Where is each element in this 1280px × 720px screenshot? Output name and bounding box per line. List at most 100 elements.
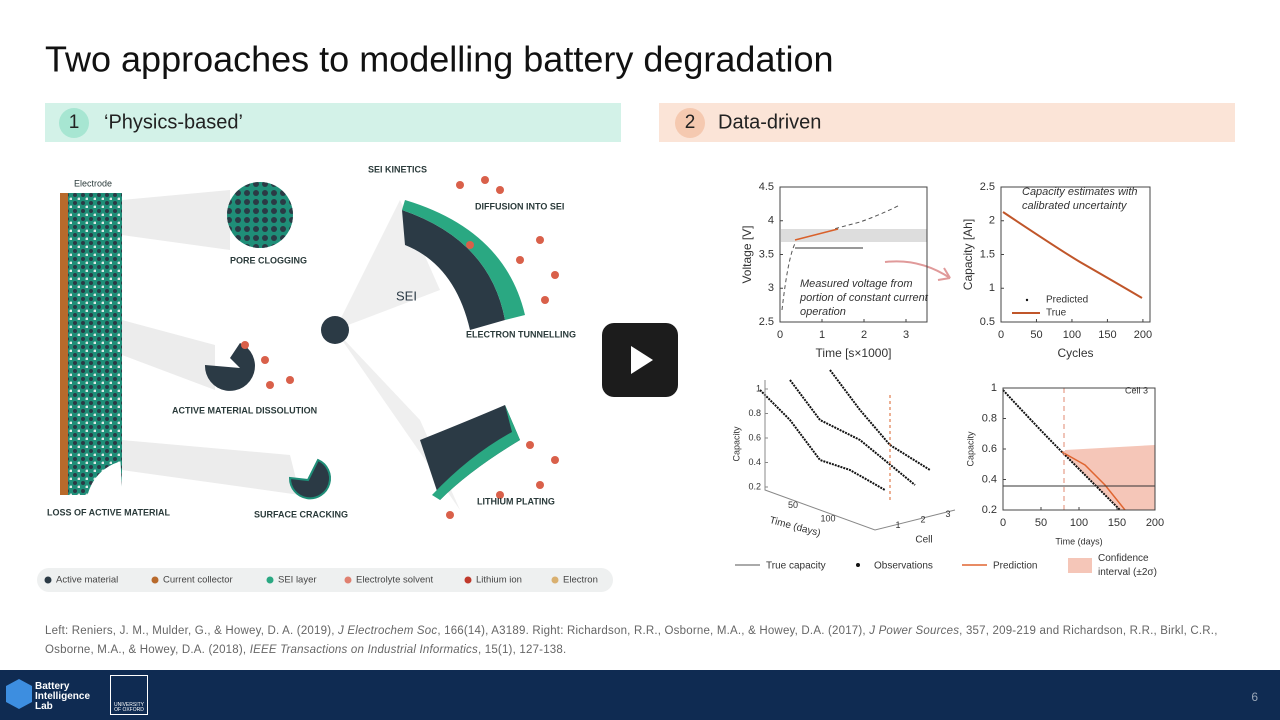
legend-label: SEI layer bbox=[278, 575, 317, 586]
y-axis-label: Voltage [V] bbox=[740, 225, 754, 283]
citation-part: , 15(1), 127-138. bbox=[477, 644, 567, 656]
citation-part: Left: Reniers, J. M., Mulder, G., & Howe… bbox=[45, 625, 339, 637]
section-badge bbox=[675, 108, 705, 138]
section-bar bbox=[659, 103, 1235, 142]
x-axis-label: Time (days) bbox=[1055, 536, 1102, 546]
section-number: 1 bbox=[69, 112, 80, 133]
x-tick-label: 0 bbox=[777, 329, 783, 341]
x-axis-label: Time (days) bbox=[768, 515, 821, 539]
y-tick-label: 0.4 bbox=[748, 457, 761, 467]
plot-title: Cell 3 bbox=[1125, 385, 1148, 395]
legend-label: Observations bbox=[874, 561, 933, 572]
y-axis-label: Capacity bbox=[731, 426, 741, 462]
play-icon[interactable] bbox=[631, 346, 653, 374]
x-tick-label: 100 bbox=[820, 513, 835, 523]
y-tick-label: 0.8 bbox=[748, 408, 761, 418]
figure-label: SURFACE CRACKING bbox=[254, 509, 348, 519]
legend-label: Prediction bbox=[993, 561, 1037, 572]
x-tick-label: 50 bbox=[788, 500, 798, 510]
y-axis-label: Capacity [Ah] bbox=[961, 219, 975, 290]
y-tick-label: 0.2 bbox=[982, 504, 997, 516]
x-tick-label: 0 bbox=[998, 329, 1004, 341]
x-axis-label: Cycles bbox=[1057, 346, 1093, 360]
legend-label: Current collector bbox=[163, 575, 233, 586]
legend-marker bbox=[1025, 298, 1029, 302]
section-bar bbox=[45, 103, 621, 142]
lab-logo bbox=[6, 679, 32, 709]
legend-swatch bbox=[151, 576, 159, 584]
x-tick-label: 100 bbox=[1063, 329, 1081, 341]
footer: Battery Intelligence Lab UNIVERSITY OF O… bbox=[0, 670, 1280, 720]
z-tick-label: 1 bbox=[895, 520, 900, 530]
legend-label: Lithium ion bbox=[476, 575, 522, 586]
y-tick-label: 3.5 bbox=[759, 248, 774, 260]
x-tick-label: 50 bbox=[1035, 517, 1047, 529]
y-tick-label: 0.6 bbox=[748, 432, 761, 442]
y-tick-label: 1.5 bbox=[980, 248, 995, 260]
z-tick-label: 2 bbox=[920, 514, 925, 524]
figure-label: SEI KINETICS bbox=[368, 164, 427, 174]
legend-label: Electrolyte solvent bbox=[356, 575, 433, 586]
y-tick-label: 3 bbox=[768, 282, 774, 294]
figure-label: ELECTRON TUNNELLING bbox=[466, 329, 576, 339]
x-tick-label: 200 bbox=[1146, 517, 1164, 529]
y-tick-label: 1 bbox=[989, 282, 995, 294]
figure-label: LOSS OF ACTIVE MATERIAL bbox=[47, 507, 171, 517]
legend-swatch bbox=[44, 576, 52, 584]
section-label: Data-driven bbox=[718, 111, 821, 133]
legend-swatch bbox=[266, 576, 274, 584]
z-axis-label: Cell bbox=[915, 535, 932, 546]
play-button[interactable] bbox=[602, 323, 678, 397]
data-plots bbox=[759, 204, 1155, 511]
legend-box bbox=[37, 568, 613, 592]
annotation: Capacity estimates with calibrated uncert… bbox=[1022, 186, 1138, 212]
y-tick-label: 2.5 bbox=[759, 316, 774, 328]
legend-swatch bbox=[551, 576, 559, 584]
y-tick-label: 1 bbox=[756, 383, 761, 393]
y-tick-label: 0.5 bbox=[980, 316, 995, 328]
y-tick-label: 2.5 bbox=[980, 181, 995, 193]
x-axis-label: Time [s×1000] bbox=[816, 346, 892, 360]
y-tick-label: 0.8 bbox=[982, 412, 997, 424]
section-badge bbox=[59, 108, 89, 138]
y-tick-label: 4 bbox=[768, 215, 774, 227]
slide-art: Two approaches to modelling battery degr… bbox=[37, 39, 1235, 592]
section-label: ‘Physics-based’ bbox=[104, 111, 243, 133]
y-tick-label: 0.2 bbox=[748, 481, 761, 491]
legend-marker bbox=[856, 563, 860, 567]
legend-label: Active material bbox=[56, 575, 118, 586]
figure-label: SEI bbox=[396, 288, 417, 303]
figure-label: ACTIVE MATERIAL DISSOLUTION bbox=[172, 405, 317, 415]
citation-part: J Electrochem Soc bbox=[338, 625, 438, 637]
legend-label: True capacity bbox=[766, 561, 826, 572]
citation-part: , 357, 209-219 and Richardson, R.R., Bir… bbox=[45, 625, 1218, 656]
figure-label: Electrode bbox=[74, 178, 112, 188]
x-tick-label: 200 bbox=[1134, 329, 1152, 341]
x-tick-label: 1 bbox=[819, 329, 825, 341]
physics-illustration bbox=[60, 176, 559, 519]
annotation: Confidence interval (±2σ) bbox=[1098, 553, 1157, 578]
x-tick-label: 0 bbox=[1000, 517, 1006, 529]
y-axis-label: Capacity bbox=[965, 431, 975, 467]
x-tick-label: 3 bbox=[903, 329, 909, 341]
citation-part: , 166(14), A3189. Right: Richardson, R.R… bbox=[437, 625, 870, 637]
y-tick-label: 0.6 bbox=[982, 443, 997, 455]
figure-label: PORE CLOGGING bbox=[230, 255, 307, 265]
slide-title: Two approaches to modelling battery degr… bbox=[45, 39, 834, 80]
citation-part: J Power Sources bbox=[869, 625, 960, 637]
lab-name: Battery Intelligence Lab bbox=[35, 681, 91, 712]
legend-swatch bbox=[464, 576, 472, 584]
legend-swatch bbox=[1068, 558, 1092, 573]
legend-label: Electron bbox=[563, 575, 598, 586]
legend-label: True bbox=[1046, 308, 1067, 319]
legend-label: Predicted bbox=[1046, 295, 1088, 306]
legend-swatch bbox=[344, 576, 352, 584]
annotation: Measured voltage from portion of constant… bbox=[799, 278, 929, 318]
x-tick-label: 150 bbox=[1098, 329, 1116, 341]
citation: Left: Reniers, J. M., Mulder, G., & Howe… bbox=[45, 622, 1235, 660]
y-tick-label: 4.5 bbox=[759, 181, 774, 193]
figure-label: LITHIUM PLATING bbox=[477, 496, 555, 506]
university-logo: UNIVERSITY OF OXFORD bbox=[110, 675, 148, 715]
page-number: 6 bbox=[1251, 690, 1258, 704]
